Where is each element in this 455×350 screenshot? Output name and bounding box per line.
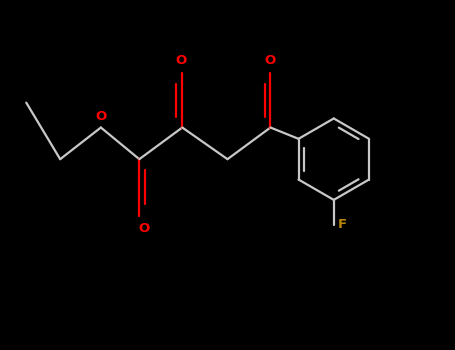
Text: F: F [337, 218, 346, 231]
Text: O: O [95, 110, 106, 123]
Text: O: O [176, 54, 187, 67]
Text: O: O [264, 54, 275, 67]
Text: O: O [138, 222, 149, 235]
